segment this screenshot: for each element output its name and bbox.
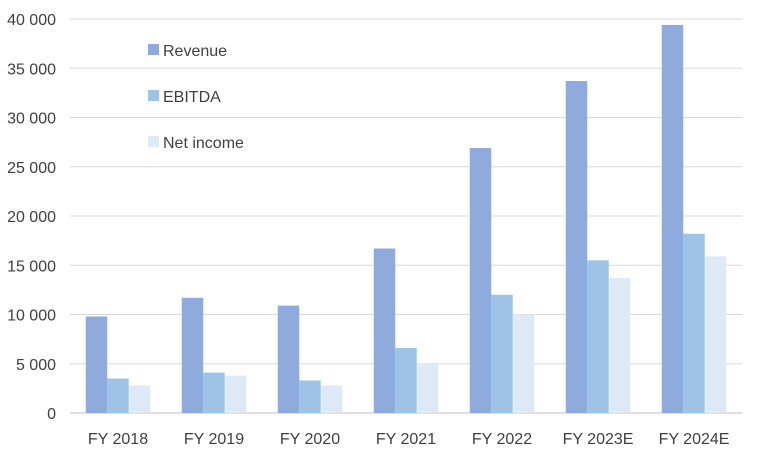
bar-revenue xyxy=(85,316,108,413)
bar-revenue xyxy=(469,148,492,413)
bar-revenue xyxy=(181,297,204,413)
x-tick-label: FY 2022 xyxy=(472,431,532,448)
y-tick-label: 25 000 xyxy=(7,160,56,177)
bar-revenue xyxy=(277,305,300,413)
y-tick-label: 10 000 xyxy=(7,308,56,325)
bar-net-income xyxy=(224,375,247,413)
y-tick-label: 20 000 xyxy=(7,209,56,226)
legend-swatch xyxy=(148,90,159,101)
y-tick-label: 35 000 xyxy=(7,61,56,78)
bar-net-income xyxy=(416,363,439,413)
bars xyxy=(85,24,727,414)
legend-label: EBITDA xyxy=(163,89,221,106)
bar-revenue xyxy=(661,24,684,413)
x-tick-label: FY 2021 xyxy=(376,431,436,448)
bar-net-income xyxy=(608,278,631,413)
bar-net-income xyxy=(512,314,535,413)
y-tick-label: 0 xyxy=(47,406,56,423)
x-tick-label: FY 2018 xyxy=(88,431,148,448)
bar-ebitda xyxy=(491,294,513,413)
y-axis-ticks: 0 5 000 10 000 15 000 20 000 25 000 30 000 35 0… xyxy=(7,12,56,423)
bar-ebitda xyxy=(107,378,129,413)
legend-swatch xyxy=(148,136,159,147)
y-tick-label: 30 000 xyxy=(7,111,56,128)
x-tick-label: FY 2019 xyxy=(184,431,244,448)
legend-label: Net income xyxy=(163,135,244,152)
x-tick-label: FY 2023E xyxy=(563,431,634,448)
y-tick-label: 5 000 xyxy=(16,357,56,374)
legend-swatch xyxy=(148,44,159,55)
x-tick-label: FY 2024E xyxy=(659,431,730,448)
x-axis-ticks: FY 2018 FY 2019 FY 2020 FY 2021 FY 2022 FY 20… xyxy=(88,431,730,448)
bar-net-income xyxy=(704,256,727,413)
bar-revenue xyxy=(373,248,396,413)
bar-ebitda xyxy=(203,372,225,413)
bar-ebitda xyxy=(587,260,609,413)
bar-ebitda xyxy=(299,380,321,413)
bar-ebitda xyxy=(683,233,705,413)
bar-revenue xyxy=(565,81,588,414)
bar-net-income xyxy=(320,385,343,413)
y-tick-label: 15 000 xyxy=(7,258,56,275)
bar-ebitda xyxy=(395,347,417,413)
legend-label: Revenue xyxy=(163,43,227,60)
y-tick-label: 40 000 xyxy=(7,12,56,29)
bar-net-income xyxy=(128,385,151,413)
x-tick-label: FY 2020 xyxy=(280,431,340,448)
legend: Revenue EBITDA Net income xyxy=(148,43,244,152)
